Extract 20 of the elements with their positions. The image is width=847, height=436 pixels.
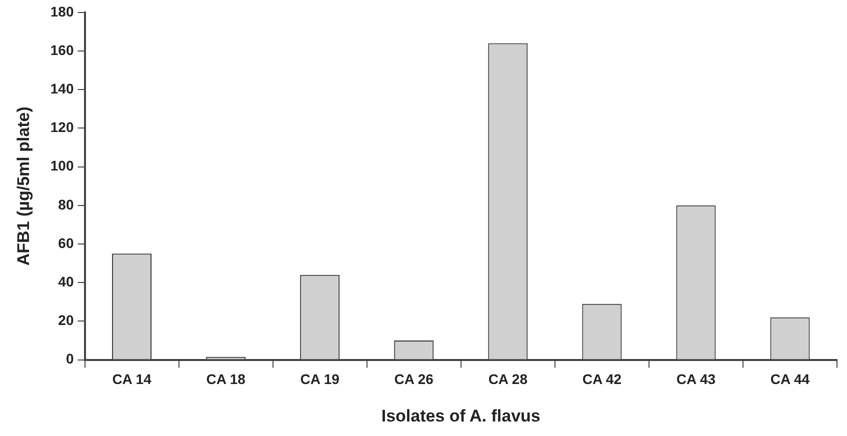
y-tick-label: 160	[50, 42, 74, 58]
x-axis-title: Isolates of A. flavus	[381, 406, 540, 426]
y-tick-label: 120	[50, 119, 74, 136]
x-tick-label: CA 43	[676, 371, 716, 388]
y-axis-title: AFB1 (µg/5ml plate)	[14, 106, 33, 266]
y-tick-label: 180	[50, 3, 74, 20]
y-tick-label: 20	[58, 312, 74, 328]
y-tick-label: 140	[50, 80, 74, 96]
y-tick-label: 40	[58, 273, 74, 290]
x-tick-label: CA 19	[300, 371, 340, 388]
y-tick-label: 100	[50, 158, 74, 174]
y-tick-label: 60	[58, 234, 74, 251]
x-tick-label: CA 18	[206, 371, 246, 388]
x-tick-label: CA 26	[394, 371, 434, 388]
x-tick-label: CA 14	[112, 371, 152, 388]
y-tick-label: 0	[66, 350, 74, 367]
x-tick-label: CA 42	[582, 371, 622, 388]
x-tick-label: CA 44	[770, 371, 810, 388]
y-tick-label: 80	[58, 196, 74, 212]
x-tick-label: CA 28	[488, 371, 528, 388]
